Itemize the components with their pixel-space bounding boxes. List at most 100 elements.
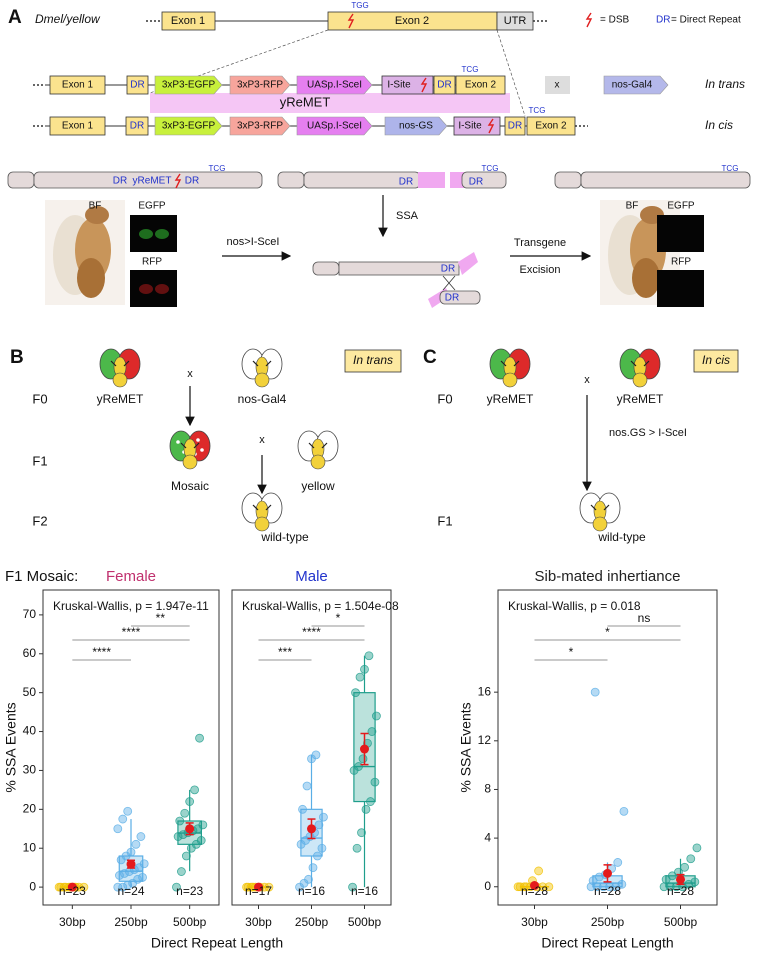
x-tick-label: 250bp: [114, 915, 148, 929]
significance-label: ns: [638, 611, 651, 625]
data-point: [56, 882, 66, 892]
data-point: [665, 882, 675, 892]
chromosome: [338, 261, 460, 276]
fluor-panel: [657, 215, 704, 252]
label: = DSB: [600, 15, 630, 26]
significance-label: *: [605, 625, 610, 639]
label: In trans: [705, 77, 745, 91]
y-tick-label: 30: [23, 763, 37, 777]
y-tick-label: 4: [484, 830, 491, 844]
data-point: [131, 839, 141, 849]
label: Dmel/yellow: [35, 12, 101, 26]
n-label: n=28: [521, 884, 548, 898]
y-tick-label: 16: [478, 684, 492, 698]
gene-element: [433, 75, 456, 95]
fly-head: [310, 454, 326, 470]
n-label: n=24: [117, 884, 144, 898]
label: TCG: [209, 164, 226, 173]
label: yReMET: [487, 392, 534, 406]
data-point: [139, 859, 149, 869]
gene-element: [384, 116, 448, 136]
data-point: [298, 804, 307, 814]
label: F1: [437, 513, 452, 528]
fly-leg: [590, 504, 597, 511]
n-label: n=23: [59, 884, 86, 898]
label: UASp.I-SceI: [307, 80, 362, 91]
data-point: [172, 882, 181, 892]
data-point: [358, 754, 368, 764]
label: TGG: [351, 1, 368, 10]
data-point: [180, 808, 190, 818]
label: TCG: [482, 164, 499, 173]
data-point: [360, 664, 369, 674]
data-point: [302, 781, 312, 791]
gene-element: [161, 11, 216, 31]
annotation: Kruskal-Wallis, p = 1.504e-08: [242, 599, 399, 613]
data-point: [113, 824, 123, 834]
data-point: [592, 882, 602, 892]
data-point: [196, 836, 206, 845]
data-point: [123, 806, 133, 816]
chromosome: [277, 171, 305, 189]
gene-element: [296, 116, 373, 136]
data-point: [136, 832, 146, 841]
data-point: [613, 858, 623, 867]
label: DR: [399, 177, 413, 188]
mosaic-spot: [196, 438, 200, 442]
fly-head: [632, 372, 648, 388]
label: x: [259, 434, 265, 446]
data-point: [351, 688, 360, 698]
annealing: [442, 275, 456, 291]
data-point: [515, 882, 525, 892]
label: I-Site: [458, 121, 482, 132]
data-point: [190, 785, 200, 795]
label: In trans: [353, 353, 393, 367]
chromosome: [312, 261, 340, 276]
data-point: [605, 882, 614, 892]
chromosome: [7, 171, 35, 189]
label: RFP: [671, 257, 691, 268]
data-point: [138, 872, 147, 882]
gene-element: [381, 75, 434, 95]
data-point: [317, 843, 327, 853]
y-tick-label: 10: [23, 840, 37, 854]
connector: [496, 29, 526, 117]
gene-element: [154, 116, 223, 136]
fly-head: [85, 206, 109, 224]
mode-box: [693, 349, 739, 373]
cut-end: [418, 172, 445, 188]
label: In cis: [702, 353, 730, 367]
data-point: [690, 877, 700, 887]
data-point: [370, 777, 380, 787]
y-tick-label: 50: [23, 685, 37, 699]
fly-leg: [193, 442, 200, 449]
annotation: Kruskal-Wallis, p = 1.947e-11: [53, 599, 209, 613]
data-point: [313, 851, 322, 861]
n-label: n=28: [667, 884, 694, 898]
x-axis-label: Direct Repeat Length: [541, 935, 673, 951]
mean-point: [603, 868, 612, 878]
y-axis-label: % SSA Events: [3, 702, 19, 792]
label: x: [555, 80, 560, 91]
gene-element: [526, 116, 576, 136]
data-point: [355, 672, 365, 682]
label: DR: [656, 15, 670, 26]
data-point: [590, 687, 600, 697]
data-point: [264, 882, 274, 892]
mean-point: [67, 882, 77, 892]
label: DR: [130, 80, 144, 91]
n-label: n=23: [176, 884, 203, 898]
fly-leg: [513, 360, 520, 367]
label: RFP: [142, 257, 162, 268]
label: B: [10, 347, 24, 368]
x-tick-label: 30bp: [245, 915, 272, 929]
fly-head: [254, 516, 270, 532]
data-point: [181, 851, 191, 861]
label: nos.GS > I-SceI: [609, 427, 687, 439]
label: DR: [113, 176, 127, 187]
data-point: [118, 882, 128, 892]
gene-element: [229, 116, 291, 136]
x-tick-label: 500bp: [173, 915, 207, 929]
data-point: [357, 828, 366, 838]
label: nos-Gal4: [238, 392, 287, 406]
